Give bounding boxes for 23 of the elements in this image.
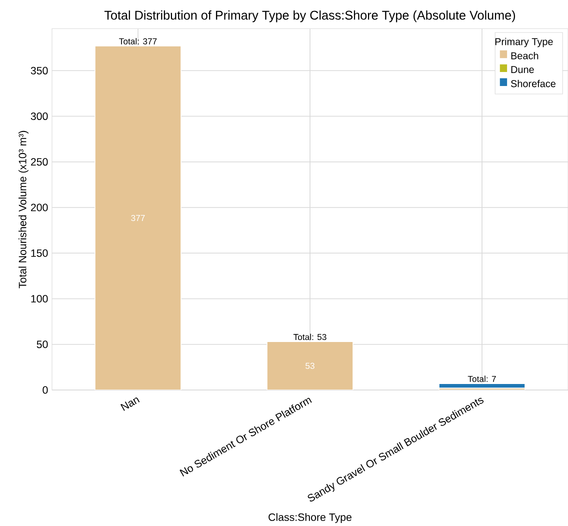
y-axis-title: Total Nourished Volume (x10³ m³) xyxy=(18,130,28,288)
x-axis-title: Class:Shore Type xyxy=(268,513,352,524)
data-label: 53 xyxy=(306,362,314,369)
legend-title: Primary Type xyxy=(495,38,553,48)
y-tick-label: 300 xyxy=(30,112,48,120)
x-tick-label: Nan xyxy=(120,398,140,411)
total-label: Total: 7 xyxy=(468,376,496,382)
y-tick-label: 350 xyxy=(30,66,48,74)
y-tick-label: 50 xyxy=(36,340,48,348)
data-label: 377 xyxy=(131,214,145,222)
y-tick-label: 0 xyxy=(42,386,48,394)
bar xyxy=(266,341,354,390)
total-label: Total: 53 xyxy=(293,334,326,340)
y-tick-label: 100 xyxy=(31,294,48,303)
legend-label: Shoreface xyxy=(510,80,556,88)
y-tick-label: 250 xyxy=(31,158,48,166)
bar xyxy=(94,46,182,390)
total-label: Total: 377 xyxy=(119,38,157,44)
legend-label: Beach xyxy=(511,52,538,60)
y-tick-label: 150 xyxy=(31,249,48,257)
y-tick-label: 200 xyxy=(31,204,48,212)
chart-title: Total Distribution of Primary Type by Class:Shore Type (Absolute Volume) xyxy=(104,10,516,22)
legend-label: Dune xyxy=(511,66,534,74)
